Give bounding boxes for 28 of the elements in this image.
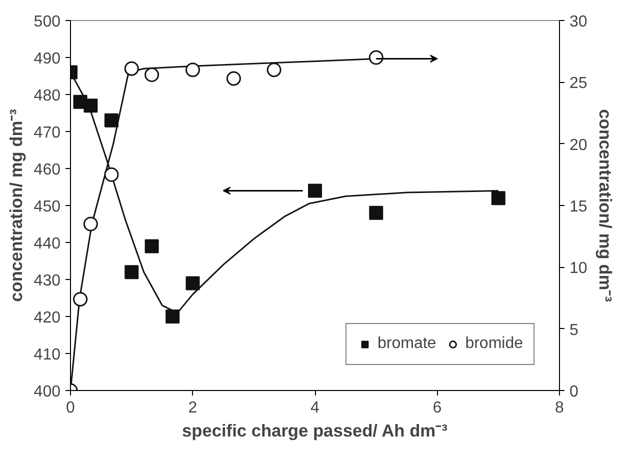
y2-tick-label: 0	[570, 384, 578, 400]
x-tick-label: 2	[188, 400, 198, 416]
y-tick-label: 410	[34, 346, 61, 364]
y-tick-label: 400	[34, 384, 61, 400]
y2-tick-label: 10	[570, 260, 588, 278]
x-tick-label: 6	[432, 400, 442, 416]
y2-tick-label: 30	[570, 14, 588, 30]
y-tick-label: 440	[34, 236, 61, 252]
y2-tick-label: 25	[570, 75, 588, 92]
x-tick-label: 4	[310, 400, 320, 416]
legend-label: bromide	[465, 335, 523, 353]
y-tick-label: 490	[34, 50, 61, 68]
x-axis-title: specific charge passed/ Ah dm⁻³	[182, 420, 448, 440]
y-tick-label: 420	[34, 310, 61, 326]
y-tick-label: 450	[34, 198, 61, 216]
y2-axis-title: concentration/ mg dm⁻³	[595, 109, 616, 302]
y-tick-label: 500	[34, 14, 61, 30]
y-tick-label: 460	[34, 162, 61, 178]
y-axis-title: concentration/ mg dm⁻³	[6, 108, 26, 302]
x-tick-label: 8	[555, 400, 564, 416]
y-tick-label: 480	[34, 88, 61, 104]
legend-label: bromate	[377, 335, 436, 353]
y-tick-label: 430	[34, 272, 61, 290]
y2-tick-label: 20	[570, 136, 588, 154]
y2-tick-label: 15	[570, 198, 588, 216]
y-tick-label: 470	[34, 124, 61, 142]
x-tick-label: 0	[66, 400, 76, 416]
y2-tick-label: 5	[570, 322, 578, 339]
